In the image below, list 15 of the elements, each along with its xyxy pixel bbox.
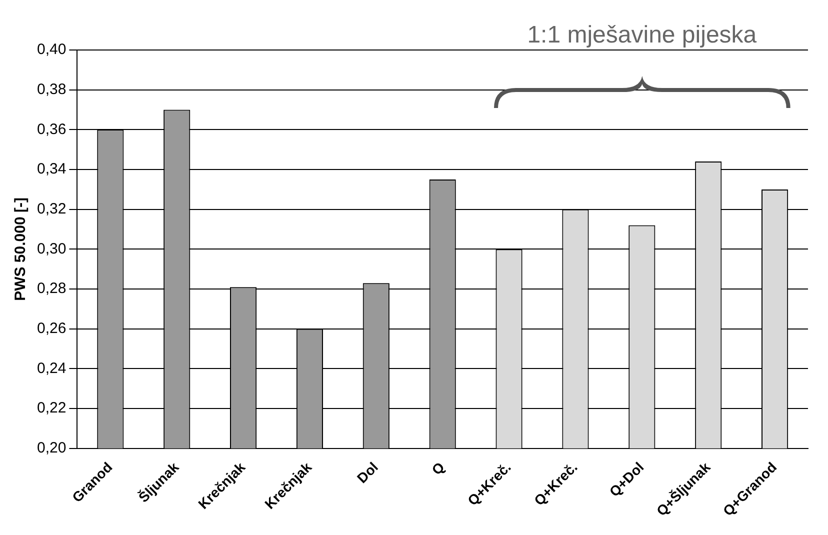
y-tick-label: 0,20 bbox=[36, 440, 66, 457]
y-tick-label: 0,34 bbox=[36, 160, 66, 178]
x-tick-label: Q bbox=[428, 458, 448, 478]
y-tick-label: 0,38 bbox=[36, 80, 66, 98]
y-tick-label: 0,28 bbox=[36, 280, 66, 298]
y-tick-label: 0,30 bbox=[36, 240, 66, 258]
y-tick-label: 0,22 bbox=[36, 400, 66, 417]
text: 1:1 mješavine pijeska bbox=[527, 22, 758, 49]
y-axis-title: PWS 50.000 [-] bbox=[12, 198, 30, 301]
y-tick-label: 0,36 bbox=[36, 120, 66, 138]
y-tick-label: 0,26 bbox=[36, 320, 66, 338]
x-tick-label: Dol bbox=[354, 458, 382, 486]
y-tick-label: 0,32 bbox=[36, 200, 66, 218]
y-tick-label: 0,40 bbox=[36, 41, 66, 58]
y-tick-label: 0,24 bbox=[36, 360, 66, 377]
